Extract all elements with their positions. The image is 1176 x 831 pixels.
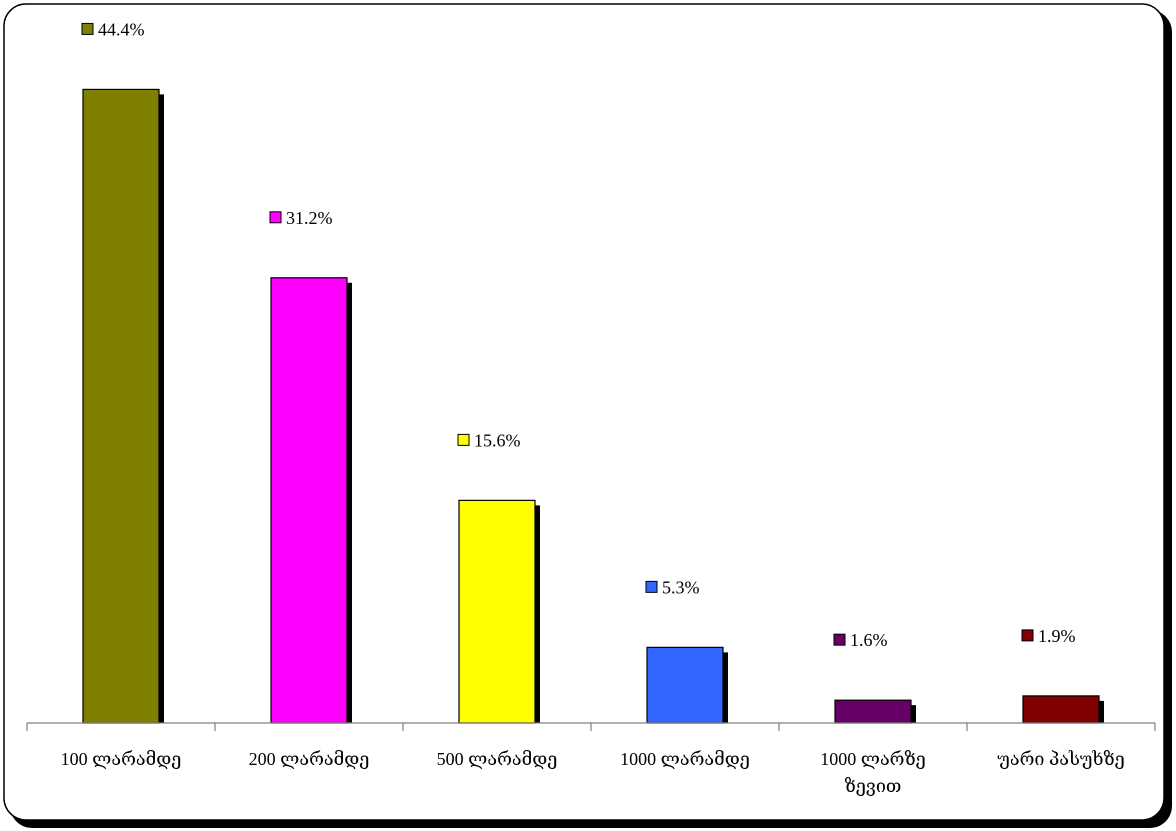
data-label: 31.2% — [286, 208, 333, 228]
bar — [1022, 695, 1100, 724]
data-label: 1.6% — [850, 630, 888, 650]
labels-layer: 44.4% 100 ლარამდე 31.2% 200 ლარამდე 15.6% 500… — [61, 19, 1125, 796]
data-label: 15.6% — [474, 430, 521, 450]
data-label-key — [645, 580, 658, 593]
bar — [270, 277, 348, 724]
x-axis-ticks — [26, 723, 1156, 731]
category-label: ზევით — [845, 776, 902, 796]
chart-frame — [3, 3, 1165, 821]
category-label: უარი პასუხზე — [997, 749, 1124, 769]
category-label: 500 ლარამდე — [437, 749, 558, 769]
category-label: 100 ლარამდე — [61, 749, 182, 769]
data-label: 1.9% — [1038, 626, 1076, 646]
data-label-key — [833, 633, 846, 646]
data-label-key — [269, 211, 282, 224]
data-label: 44.4% — [98, 19, 145, 39]
category-label: 1000 ლარამდე — [620, 749, 750, 769]
data-label: 5.3% — [662, 577, 700, 597]
data-label-key — [1021, 629, 1034, 642]
data-label-key — [81, 22, 94, 35]
bars-layer — [82, 88, 1104, 724]
bar — [646, 646, 724, 724]
data-label-key — [457, 433, 470, 446]
bar — [458, 499, 536, 724]
category-label: 1000 ლარზე — [820, 749, 925, 769]
bar — [82, 88, 160, 724]
bar — [834, 699, 912, 724]
category-label: 200 ლარამდე — [249, 749, 370, 769]
